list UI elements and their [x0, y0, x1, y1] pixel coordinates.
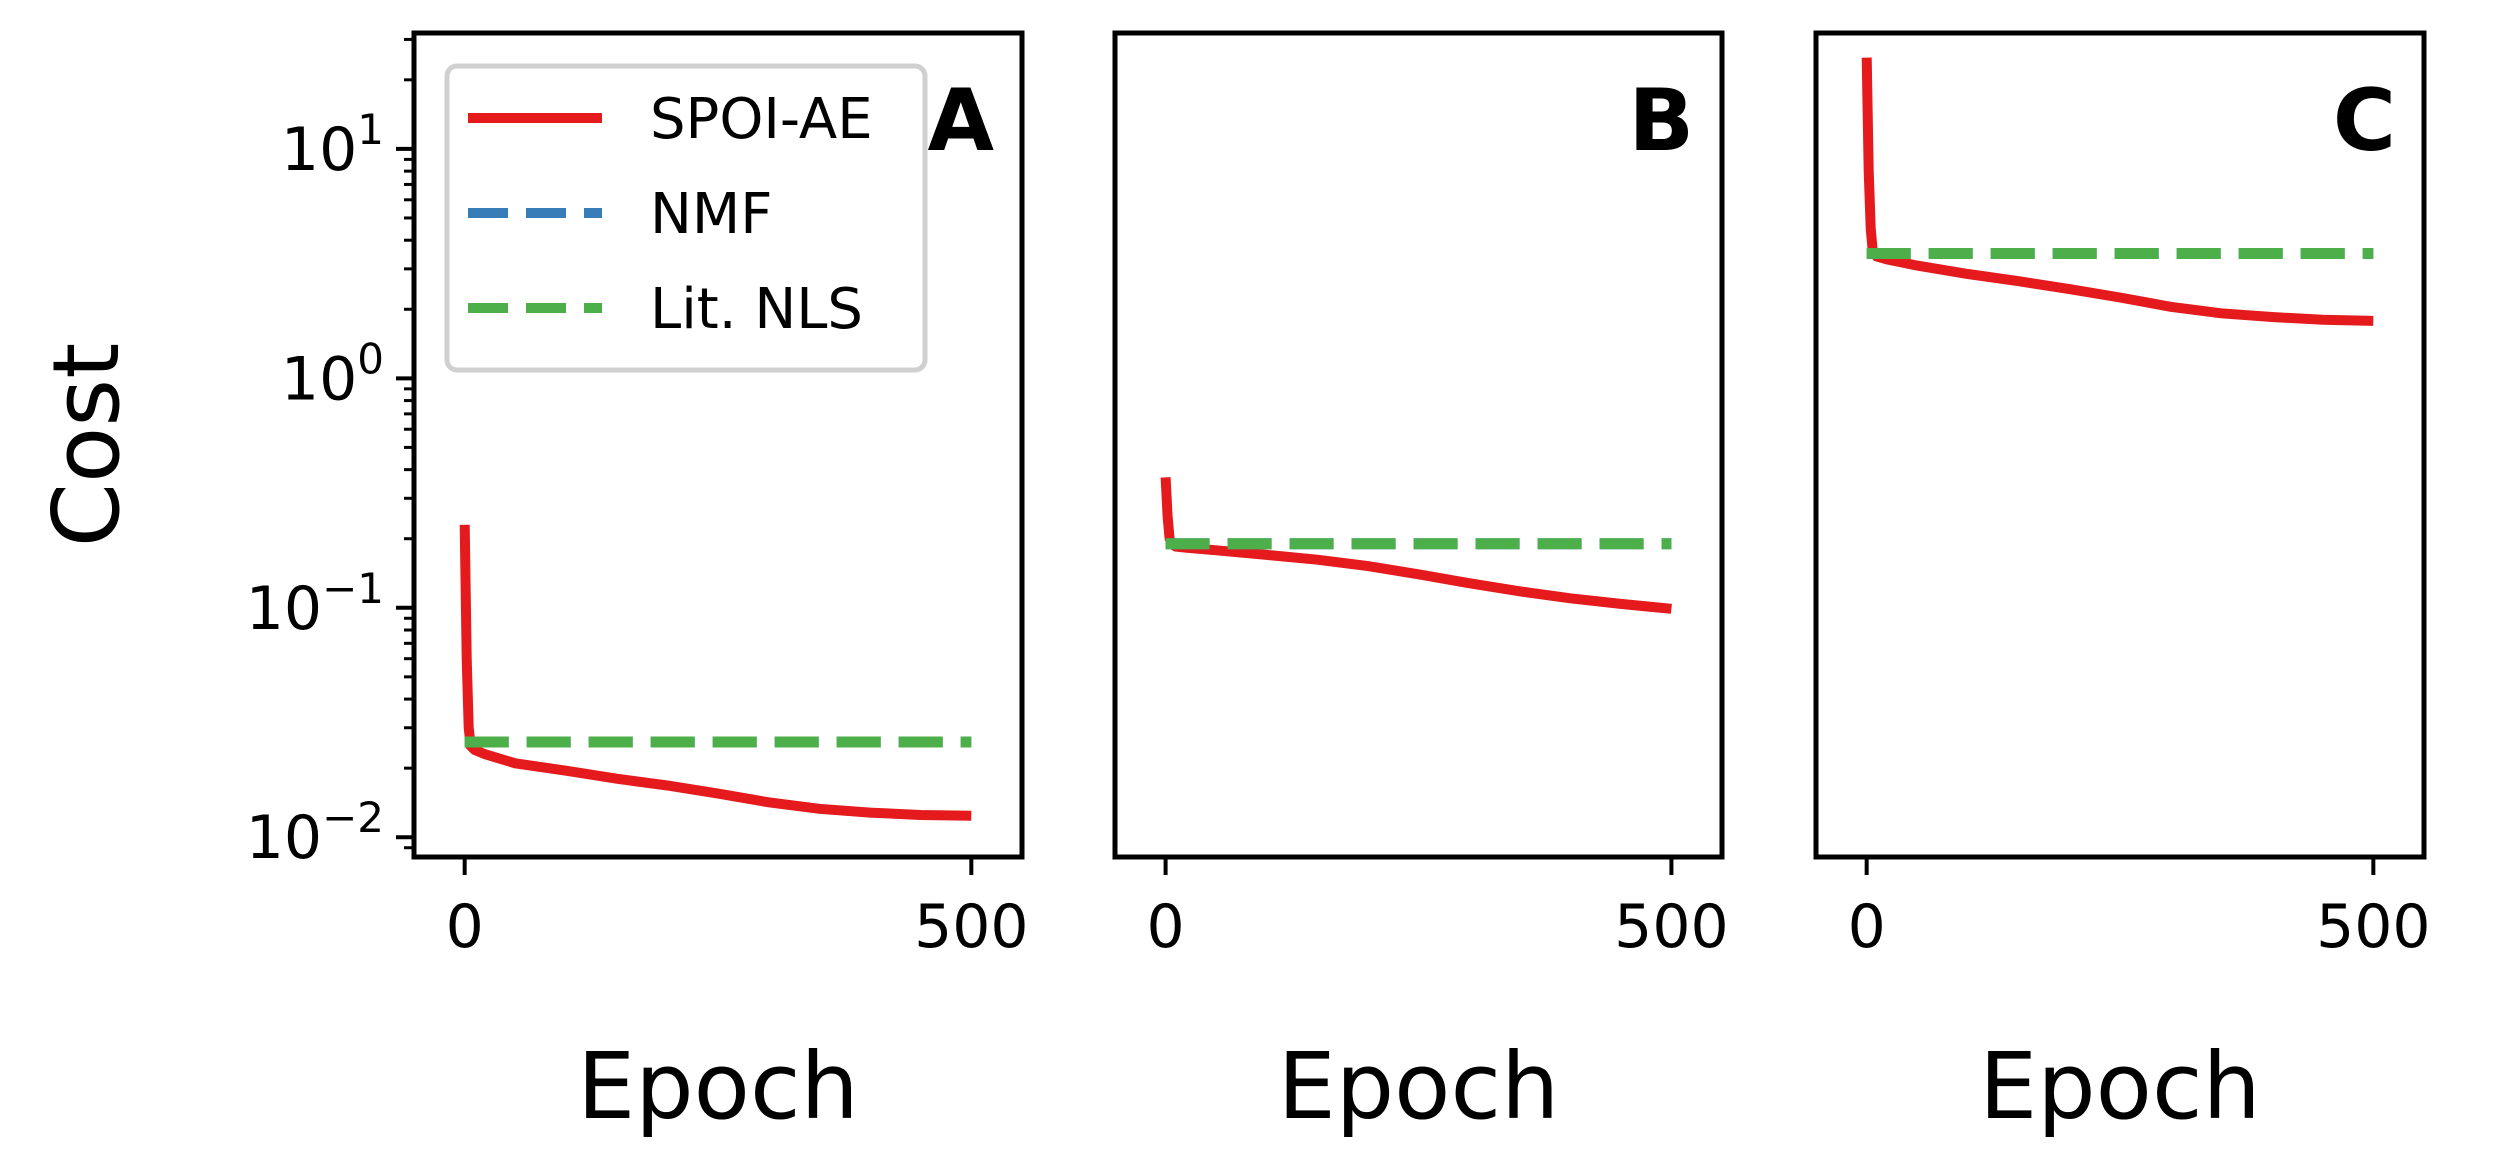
plot-frame [1813, 30, 2427, 860]
series-line-spoi-ae [1861, 57, 2374, 326]
y-tick-exponent: 1 [357, 105, 384, 154]
plot-frame [1112, 30, 1725, 860]
y-tick-exponent: −1 [322, 564, 384, 613]
plot-frame [411, 30, 1025, 860]
y-tick-exponent: 0 [357, 334, 384, 383]
x-axis-label: Epoch [1979, 1033, 2261, 1140]
x-tick-label: 500 [2316, 892, 2431, 962]
legend-label: Lit. NLS [650, 277, 863, 342]
series-line-spoi-ae [459, 524, 972, 821]
panel-label: C [2333, 71, 2396, 171]
x-tick-label: 0 [446, 892, 484, 962]
y-axis-label: Cost [33, 343, 140, 548]
panel-b: 0 500 Epoch B [1112, 30, 1729, 1140]
panel-c: 0 500 Epoch C [1813, 30, 2431, 1140]
x-tick-label: 500 [914, 892, 1029, 962]
x-axis-label: Epoch [1278, 1033, 1560, 1140]
x-tick-label: 500 [1614, 892, 1729, 962]
x-axis-label: Epoch [577, 1033, 859, 1140]
panel-label: B [1628, 71, 1694, 171]
legend-label: NMF [650, 182, 772, 247]
panel-label: A [927, 71, 994, 171]
legend-box [444, 63, 928, 373]
legend-label: SPOI-AE [650, 87, 873, 152]
y-tick-base: 10 [246, 574, 322, 644]
y-tick-label: 100 [281, 334, 384, 414]
y-tick-label: 10−2 [246, 793, 384, 873]
y-tick-base: 10 [281, 115, 357, 185]
x-tick-label: 0 [1848, 892, 1886, 962]
y-tick-base: 10 [281, 344, 357, 414]
y-tick-exponent: −2 [322, 793, 384, 842]
legend: SPOI-AE NMF Lit. NLS [444, 63, 928, 373]
y-tick-label: 10−1 [246, 564, 384, 644]
x-tick-label: 0 [1146, 892, 1184, 962]
y-tick-label: 101 [281, 105, 384, 185]
y-tick-base: 10 [246, 803, 322, 873]
panel-a: 0 500EpochA10−210−1100101CostSPOI-AENMFLi… [33, 30, 1029, 1140]
